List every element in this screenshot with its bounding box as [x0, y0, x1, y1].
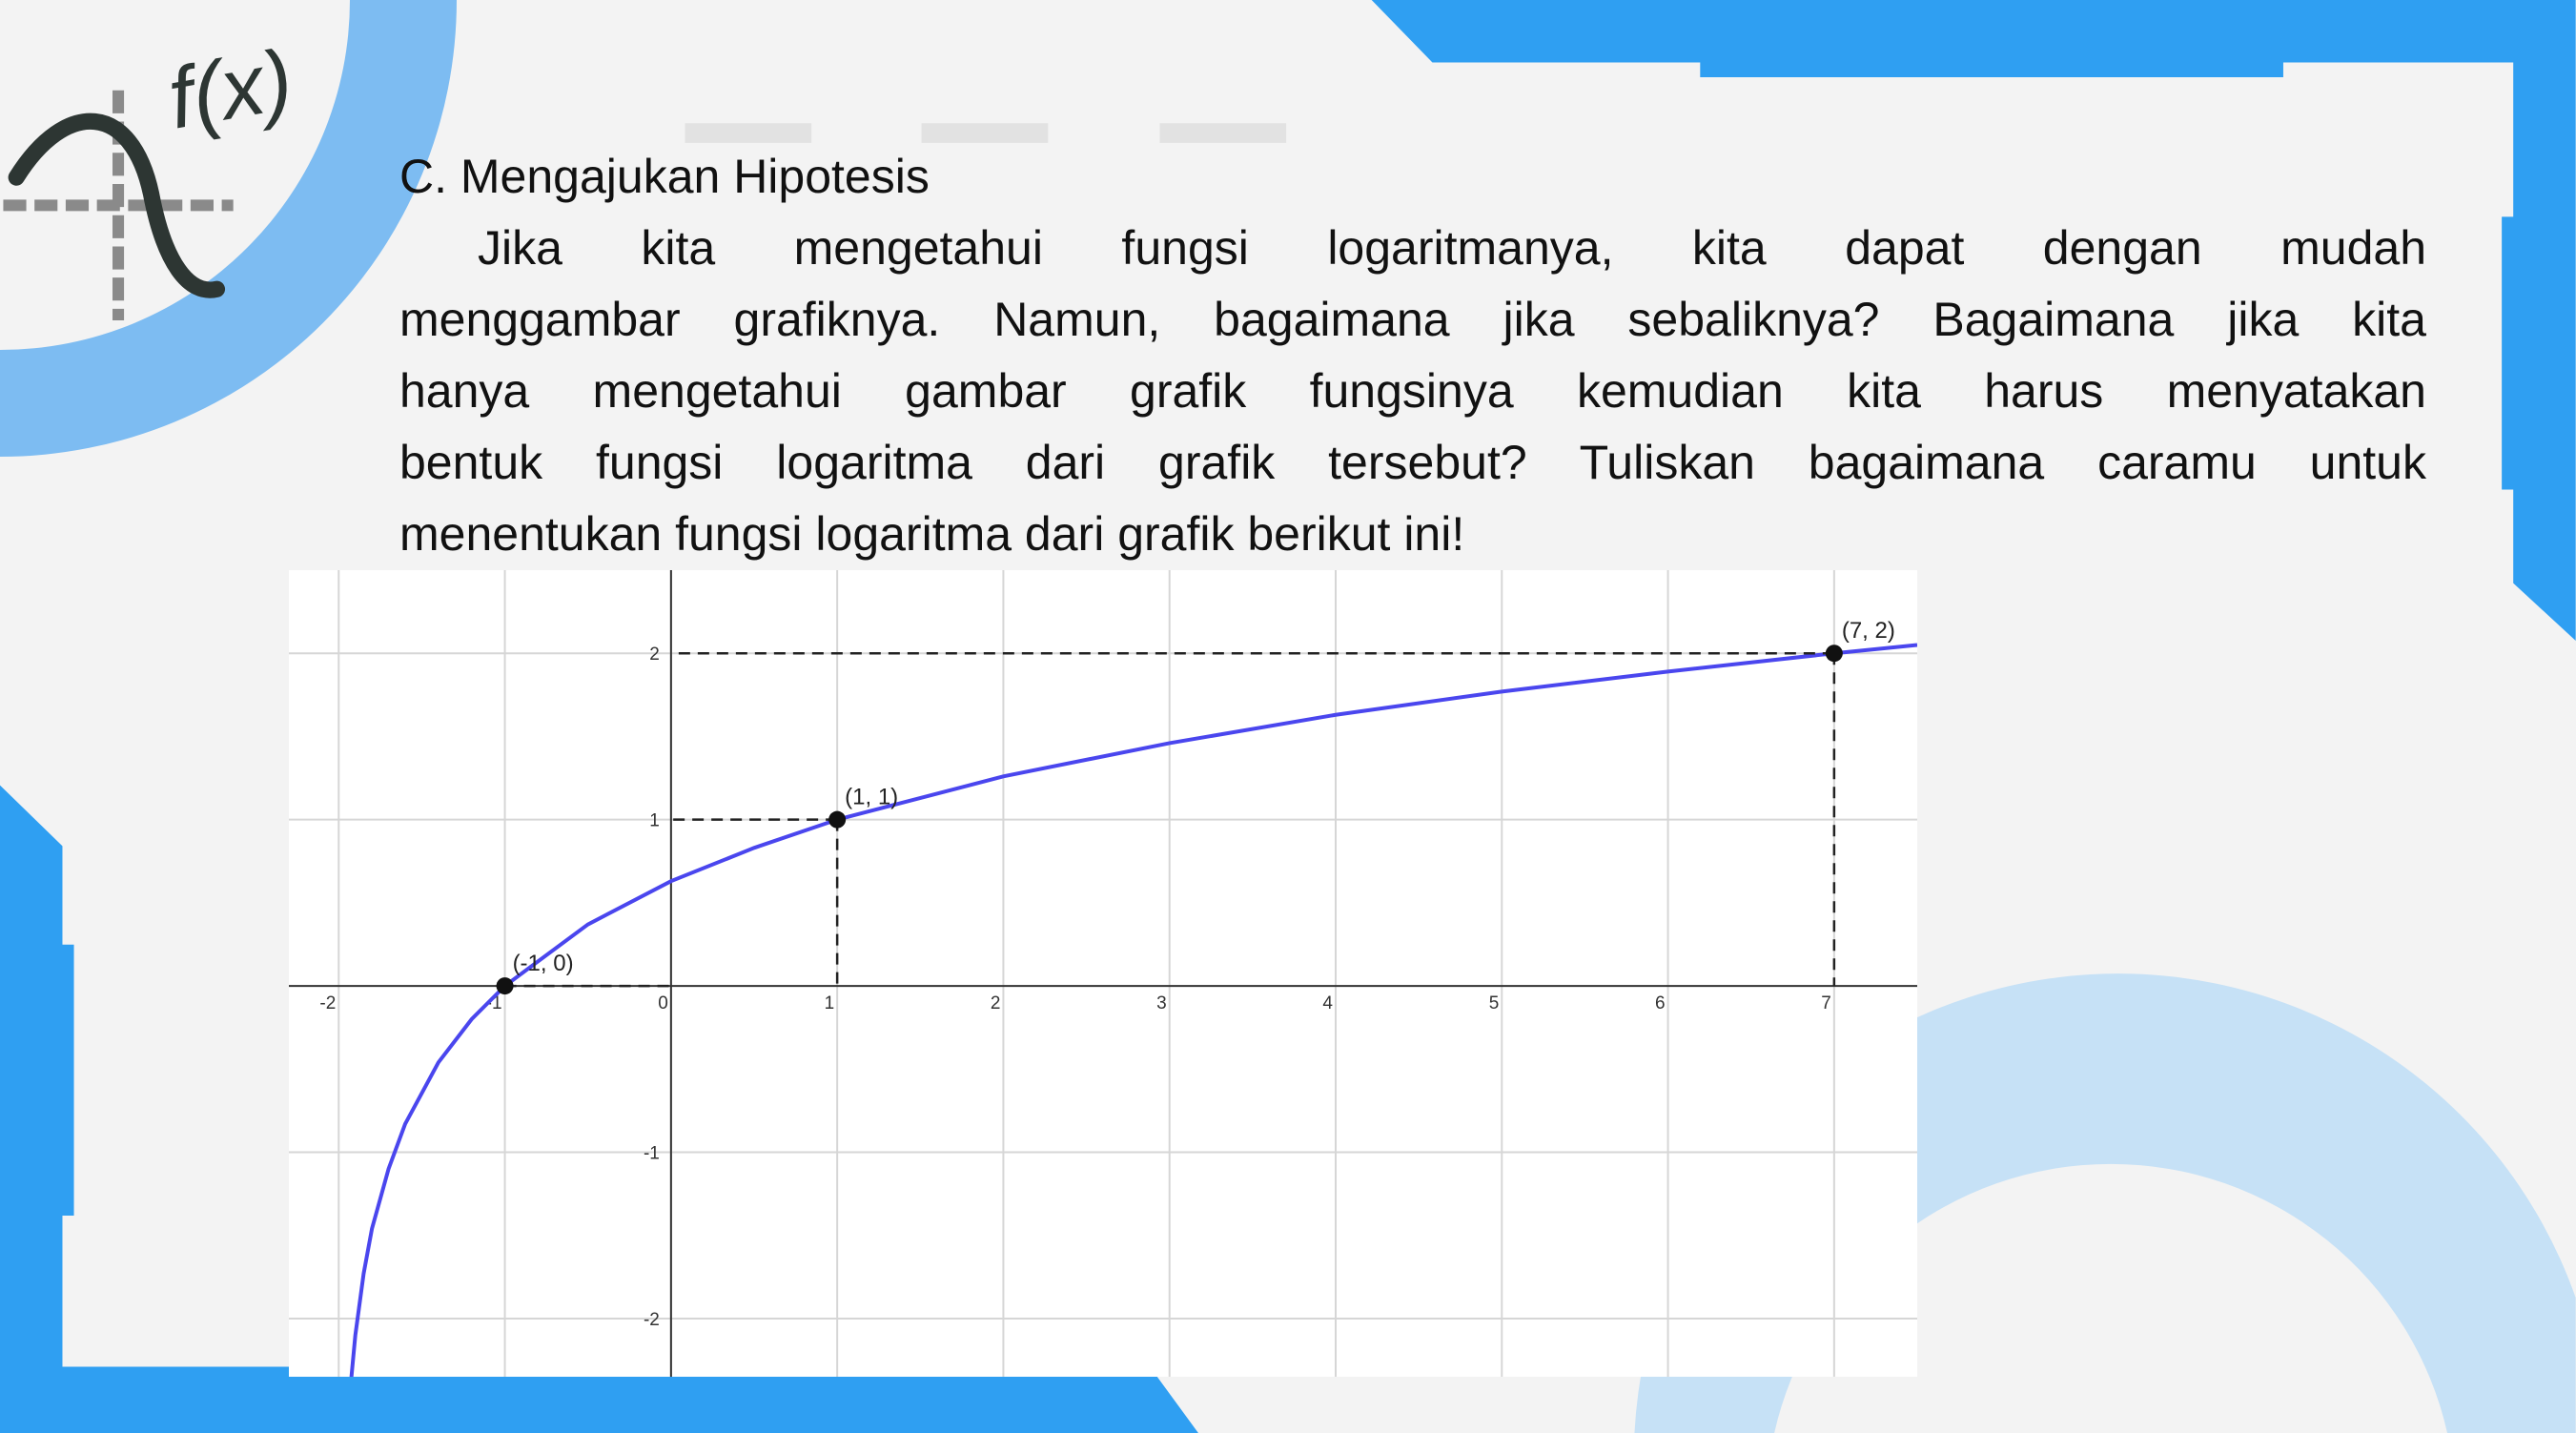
x-tick-label: 6 — [1655, 993, 1666, 1013]
dash-deco — [1159, 123, 1287, 143]
x-tick-label: 1 — [825, 993, 835, 1013]
point-label: (1, 1) — [845, 785, 898, 810]
paragraph-line: menggambar grafiknya. Namun, bagaimana j… — [399, 293, 2426, 346]
x-tick-label: -2 — [319, 993, 336, 1013]
dash-deco — [685, 123, 812, 143]
point — [1825, 645, 1843, 663]
plot-area — [289, 570, 1917, 1377]
y-tick-label: -2 — [644, 1310, 660, 1330]
y-tick-label: -1 — [644, 1144, 660, 1164]
function-curve — [349, 643, 1917, 1377]
dash-deco — [921, 123, 1049, 143]
point-label: (7, 2) — [1842, 618, 1895, 644]
y-tick-label: 1 — [649, 811, 660, 831]
point — [828, 810, 847, 829]
x-tick-label: 3 — [1156, 993, 1167, 1013]
heading: C. Mengajukan Hipotesis — [399, 150, 930, 203]
x-tick-label: 7 — [1821, 993, 1831, 1013]
x-tick-label: 4 — [1322, 993, 1333, 1013]
guide-line — [670, 651, 1836, 987]
x-tick-label: 0 — [658, 993, 668, 1013]
plot: -2 -1 0 1 2 3 4 5 6 7-2-112(-1, 0)(1, 1)(7, 2) — [289, 570, 1917, 1377]
logo: f(x) — [161, 31, 299, 147]
x-tick-label: 2 — [991, 993, 1001, 1013]
icon-curve — [8, 113, 226, 298]
paragraph-line: hanya mengetahui gambar grafik fungsinya… — [399, 364, 2426, 418]
paragraph-line: Jika kita mengetahui fungsi logaritmanya… — [478, 221, 2426, 275]
x-tick-label: 5 — [1489, 993, 1500, 1013]
guide-line — [670, 818, 839, 987]
paragraph-line: bentuk fungsi logaritma dari grafik ters… — [399, 436, 2426, 489]
paragraph-line: menentukan fungsi logaritma dari grafik … — [399, 507, 1465, 561]
text-block: C. Mengajukan Hipotesis Jika kita menget… — [399, 141, 2426, 570]
point — [496, 977, 514, 995]
point-label: (-1, 0) — [513, 951, 574, 976]
corner-ring — [0, 0, 457, 457]
y-tick-label: 2 — [649, 645, 660, 665]
